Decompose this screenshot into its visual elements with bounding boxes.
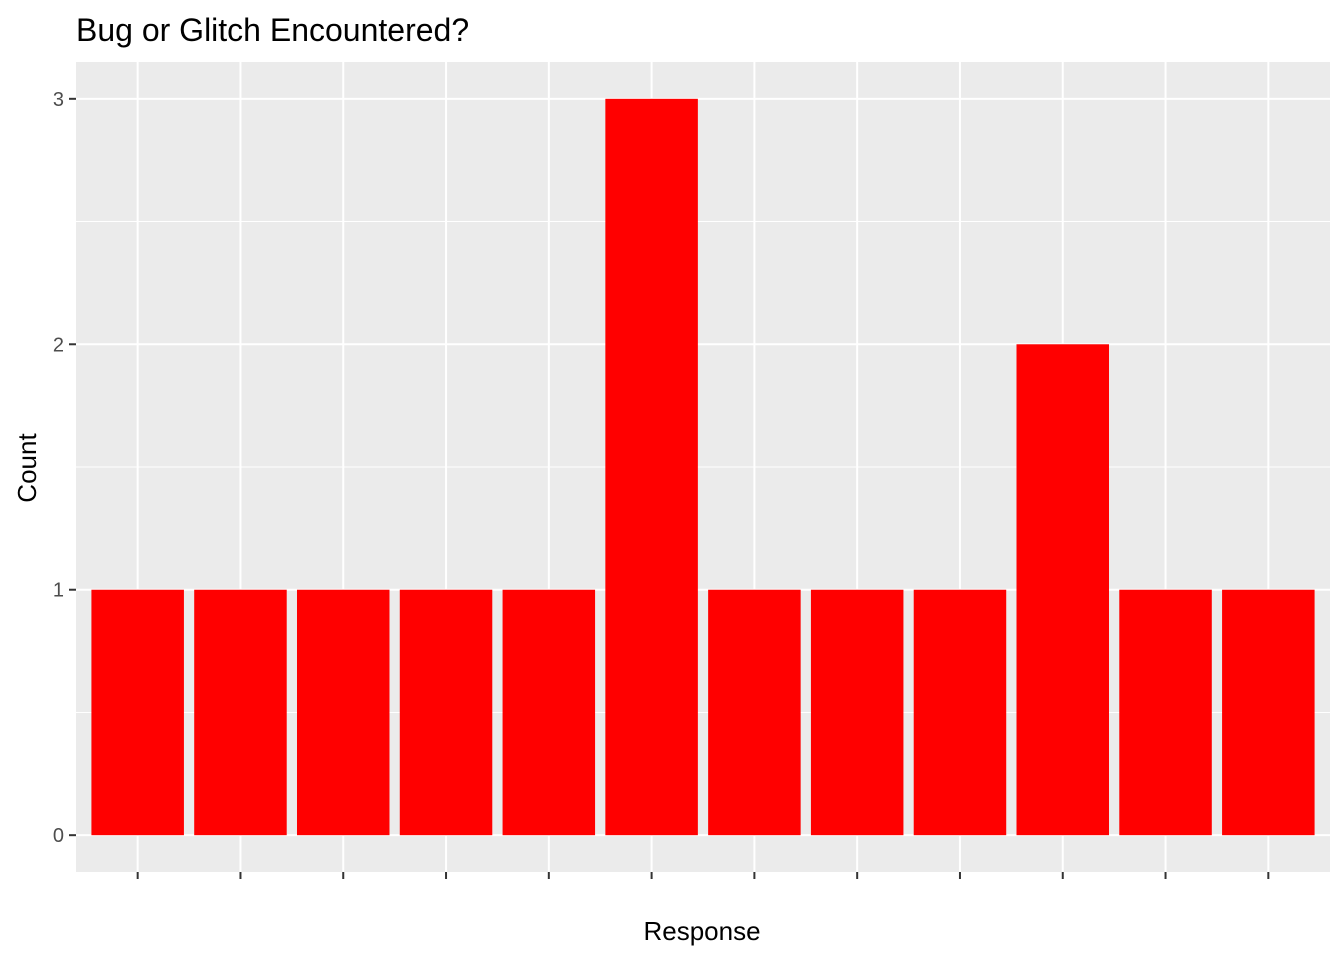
bar: [194, 589, 287, 836]
bar: [913, 589, 1007, 836]
bar: [1016, 344, 1110, 836]
bar: [296, 589, 390, 836]
bar: [1119, 589, 1212, 836]
bar: [91, 589, 184, 836]
y-tick-label: 0: [53, 825, 64, 847]
chart-title: Bug or Glitch Encountered?: [76, 12, 469, 48]
bar: [399, 589, 493, 836]
x-axis: [136, 872, 1270, 879]
bar: [810, 589, 904, 836]
y-axis-title: Count: [12, 433, 42, 503]
y-tick-label: 1: [53, 580, 64, 602]
bar: [502, 589, 596, 836]
bar: [1222, 589, 1315, 836]
y-axis: 0 1 2 3: [53, 89, 76, 847]
bar: [605, 98, 698, 836]
x-axis-title: Response: [643, 916, 760, 946]
bars: [91, 98, 1315, 836]
y-tick-label: 2: [53, 334, 64, 356]
bar: [708, 589, 801, 836]
y-tick-label: 3: [53, 89, 64, 111]
